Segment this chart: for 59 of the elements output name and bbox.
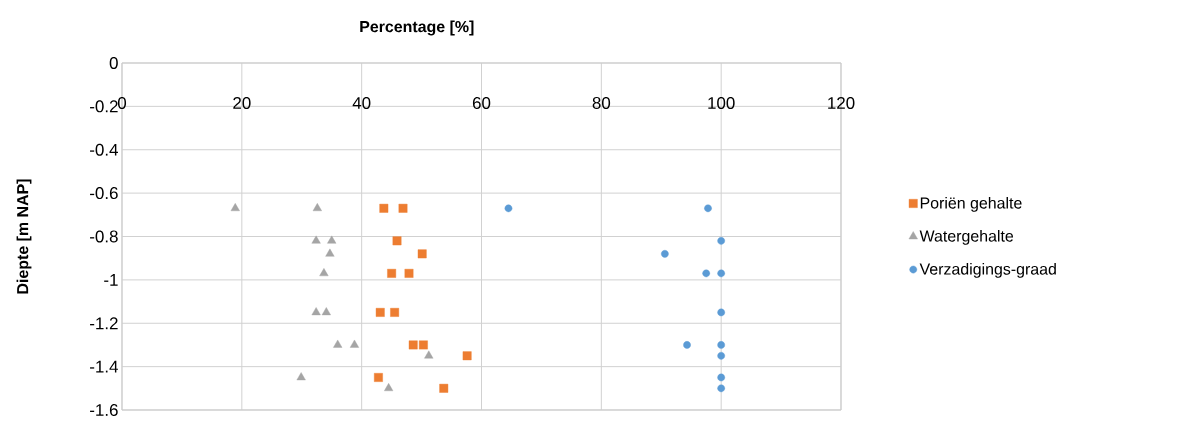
point <box>717 373 725 382</box>
point <box>704 204 712 213</box>
x-tick-label: 40 <box>352 97 371 109</box>
point <box>462 351 472 361</box>
point <box>683 341 691 349</box>
point <box>717 341 725 349</box>
y-tick-label: -1.4 <box>90 360 118 373</box>
point <box>230 203 240 211</box>
point <box>333 339 343 348</box>
point <box>319 268 329 277</box>
point <box>404 268 414 278</box>
point <box>408 340 418 350</box>
point <box>349 339 360 348</box>
point <box>392 236 402 246</box>
x-tick-label: 100 <box>708 97 735 109</box>
point <box>717 308 725 317</box>
y-axis-title: Diepte [m NAP] <box>16 179 32 294</box>
point <box>374 373 383 382</box>
point <box>327 235 337 244</box>
point <box>312 203 322 211</box>
point <box>702 269 710 278</box>
legend-label: Watergehalte <box>919 229 1014 245</box>
point <box>661 250 669 258</box>
point <box>296 372 306 381</box>
x-tick-label: 0 <box>117 97 127 109</box>
x-tick-label: 20 <box>233 97 251 109</box>
y-tick-label: -1 <box>104 274 118 286</box>
x-axis-title: Percentage [%] <box>360 20 474 36</box>
point <box>717 237 725 245</box>
y-tick-label: -0.4 <box>90 143 118 156</box>
point <box>311 235 321 244</box>
point <box>417 249 427 259</box>
y-tick-label: -0.2 <box>90 100 118 113</box>
point <box>424 350 434 359</box>
point <box>311 307 321 316</box>
y-tick-label: -0.8 <box>90 230 118 243</box>
legend-label: Poriën gehalte <box>920 196 1022 212</box>
point <box>717 351 725 360</box>
point <box>717 384 725 393</box>
point <box>398 203 408 213</box>
x-tick-label: 80 <box>592 97 611 109</box>
point <box>390 308 400 317</box>
point <box>717 269 725 278</box>
point <box>418 340 428 350</box>
legend-label: Verzadigings-graad <box>919 263 1056 278</box>
y-tick-label: 0 <box>109 57 118 69</box>
point <box>325 248 335 257</box>
point <box>375 308 385 317</box>
point <box>439 383 449 393</box>
y-tick-label: -0.6 <box>90 187 118 200</box>
x-tick-label: 120 <box>828 97 855 109</box>
point <box>384 383 394 392</box>
point <box>504 204 513 213</box>
y-tick-label: -1.2 <box>90 317 118 330</box>
x-tick-label: 60 <box>472 97 491 109</box>
point <box>321 307 331 316</box>
y-tick-label: -1.6 <box>90 404 118 416</box>
point <box>387 268 397 278</box>
point <box>379 203 389 213</box>
